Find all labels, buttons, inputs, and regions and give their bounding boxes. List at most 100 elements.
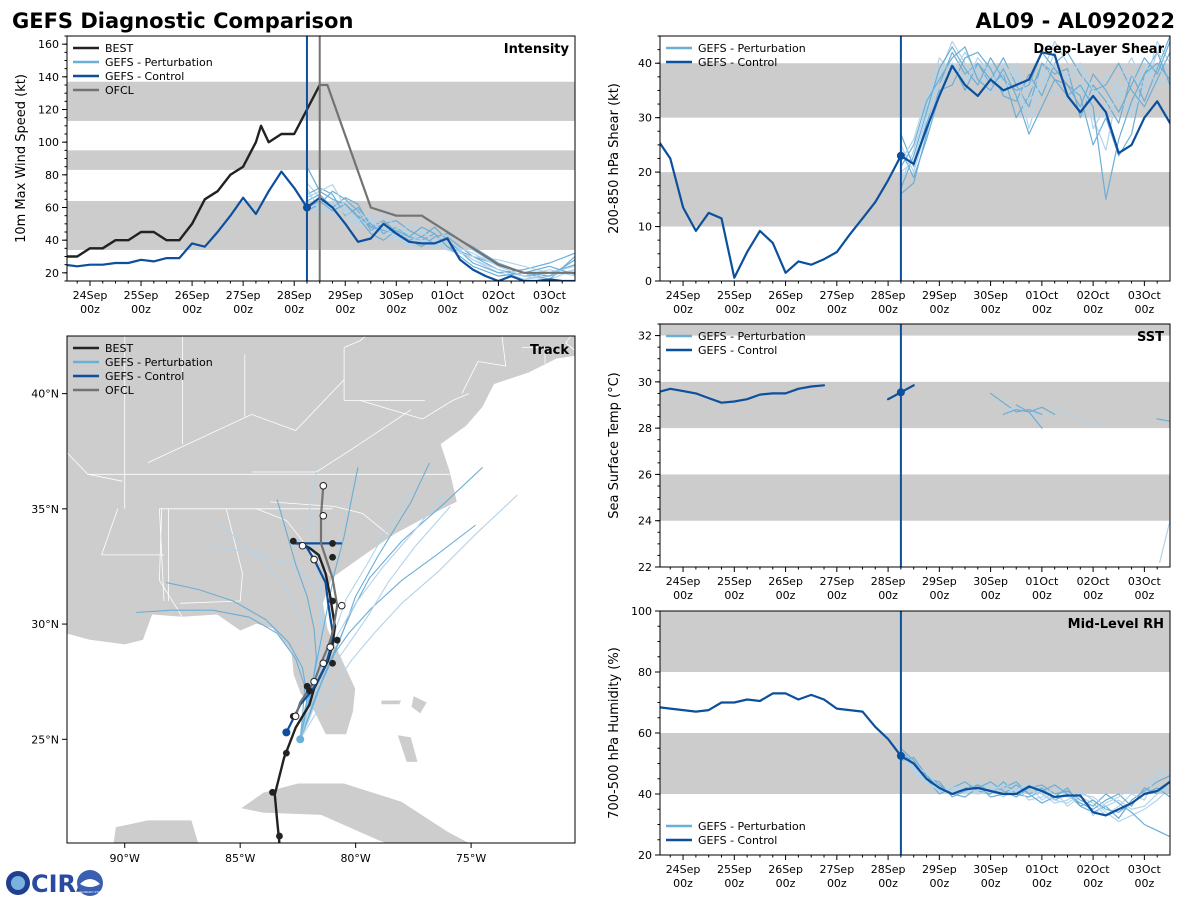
track-perturbation-line [136, 609, 306, 740]
shear-ytick-label: 10 [638, 221, 652, 234]
track-state-border [101, 508, 119, 556]
track-land-yucatan [112, 819, 200, 843]
csu-seal-text: COLORADO STATE [76, 890, 103, 894]
track-perturbation-line [299, 494, 444, 740]
sst-xtick-date: 01Oct [1025, 575, 1059, 588]
track-legend-label-ofcl: OFCL [105, 384, 135, 397]
cira-logo-inner-icon [11, 876, 25, 890]
track-xtick-label: 75°W [456, 852, 486, 865]
sst-xtick-date: 27Sep [819, 575, 854, 588]
sst-init-marker [896, 388, 905, 397]
shear-control-line [660, 51, 1170, 279]
sst-xtick-date: 24Sep [666, 575, 701, 588]
shear-plot-area [660, 36, 1170, 279]
rh-ytick-label: 100 [631, 605, 652, 618]
sst-xtick-date: 28Sep [871, 575, 906, 588]
shear-xtick-date: 24Sep [666, 289, 701, 302]
shear-xtick-date: 25Sep [717, 289, 752, 302]
intensity-init-marker [302, 203, 311, 212]
rh-panel: 2040608010024Sep00z25Sep00z26Sep00z27Sep… [607, 605, 1171, 890]
track-perturbation-line [205, 545, 322, 740]
sst-xtick-hour: 00z [724, 589, 744, 602]
shear-panel: 01020304024Sep00z25Sep00z26Sep00z27Sep00… [607, 35, 1171, 316]
track-best-marker [329, 553, 336, 561]
rh-xtick-hour: 00z [1083, 877, 1103, 890]
shear-perturbation-line [900, 40, 1170, 189]
rh-xtick-date: 27Sep [819, 863, 854, 876]
track-land-capecod [565, 336, 575, 352]
sst-ytick-label: 22 [638, 561, 652, 574]
shear-xtick-date: 01Oct [1025, 289, 1059, 302]
sst-plot-area [660, 324, 1170, 564]
track-ofcl-marker [310, 677, 318, 686]
rh-xtick-date: 03Oct [1128, 863, 1162, 876]
track-state-border [461, 336, 507, 394]
sst-xtick-hour: 00z [1032, 589, 1052, 602]
rh-ytick-label: 40 [638, 788, 652, 801]
shear-ytick-label: 30 [638, 112, 652, 125]
intensity-legend-label-ofcl: OFCL [105, 84, 135, 97]
shear-perturbation-line [900, 51, 1170, 173]
track-best-marker [276, 832, 283, 840]
rh-xtick-hour: 00z [673, 877, 693, 890]
shear-xtick-date: 02Oct [1077, 289, 1111, 302]
intensity-xtick-date: 30Sep [379, 289, 414, 302]
storm-id: AL09 - AL092022 [976, 9, 1176, 33]
sst-xtick-hour: 00z [1134, 589, 1154, 602]
track-state-border [251, 409, 412, 473]
rh-xtick-date: 29Sep [922, 863, 957, 876]
track-panel: 90°W 85°W 80°W 75°W 25°N 30°N 35°N 40°N Track BES… [31, 335, 576, 865]
sst-legend-label-perturbation: GEFS - Perturbation [698, 330, 806, 343]
sst-xtick-hour: 00z [776, 589, 796, 602]
shear-perturbation-line [900, 40, 1170, 184]
shear-legend-label-control: GEFS - Control [698, 56, 777, 69]
intensity-xtick-hour: 00z [233, 303, 253, 316]
track-best-marker [329, 597, 336, 605]
track-state-border [67, 452, 123, 482]
rh-ytick-label: 60 [638, 727, 652, 740]
shear-ytick-label: 0 [645, 275, 652, 288]
track-ofcl-marker [319, 511, 328, 520]
sst-control-line [660, 384, 826, 404]
intensity-ylabel: 10m Max Wind Speed (kt) [14, 74, 29, 243]
intensity-ytick-label: 40 [45, 234, 59, 247]
sst-xtick-hour: 00z [981, 589, 1001, 602]
sst-ytick-label: 32 [638, 330, 652, 343]
intensity-ytick-label: 80 [45, 169, 59, 182]
rh-xtick-hour: 00z [1134, 877, 1154, 890]
intensity-title: Intensity [504, 42, 570, 57]
track-ofcl-marker [319, 659, 328, 668]
intensity-xtick-hour: 00z [80, 303, 100, 316]
sst-xtick-date: 26Sep [768, 575, 803, 588]
shear-xtick-date: 26Sep [768, 289, 803, 302]
shear-xtick-hour: 00z [878, 303, 898, 316]
track-ofcl-marker [310, 555, 318, 564]
track-control-marker [282, 728, 291, 737]
intensity-panel: 2040608010012014016024Sep00z25Sep00z26Se… [14, 35, 576, 316]
intensity-xtick-hour: 00z [131, 303, 151, 316]
shear-xtick-hour: 00z [776, 303, 796, 316]
sst-perturbation-line [989, 392, 1043, 415]
sst-ytick-label: 26 [638, 468, 652, 481]
track-ytick-label: 40°N [31, 388, 59, 401]
intensity-ytick-label: 100 [38, 136, 59, 149]
rh-xtick-hour: 00z [981, 877, 1001, 890]
shear-xtick-hour: 00z [1032, 303, 1052, 316]
track-ytick-label: 25°N [31, 733, 59, 746]
intensity-ofcl-line [318, 83, 575, 274]
sst-xtick-hour: 00z [827, 589, 847, 602]
rh-xtick-hour: 00z [724, 877, 744, 890]
intensity-legend-label-perturbation: GEFS - Perturbation [105, 56, 213, 69]
intensity-legend-label-best: BEST [105, 42, 133, 55]
sst-legend-label-control: GEFS - Control [698, 344, 777, 357]
intensity-xtick-date: 28Sep [277, 289, 312, 302]
track-perturbation-line [299, 466, 483, 740]
shear-xtick-date: 03Oct [1128, 289, 1162, 302]
rh-xtick-date: 28Sep [871, 863, 906, 876]
sst-xtick-hour: 00z [929, 589, 949, 602]
intensity-perturbation-line [306, 187, 575, 280]
intensity-xtick-date: 01Oct [431, 289, 465, 302]
track-ytick-label: 35°N [31, 503, 59, 516]
track-ytick-label: 30°N [31, 618, 59, 631]
intensity-perturbation-line [306, 200, 575, 277]
